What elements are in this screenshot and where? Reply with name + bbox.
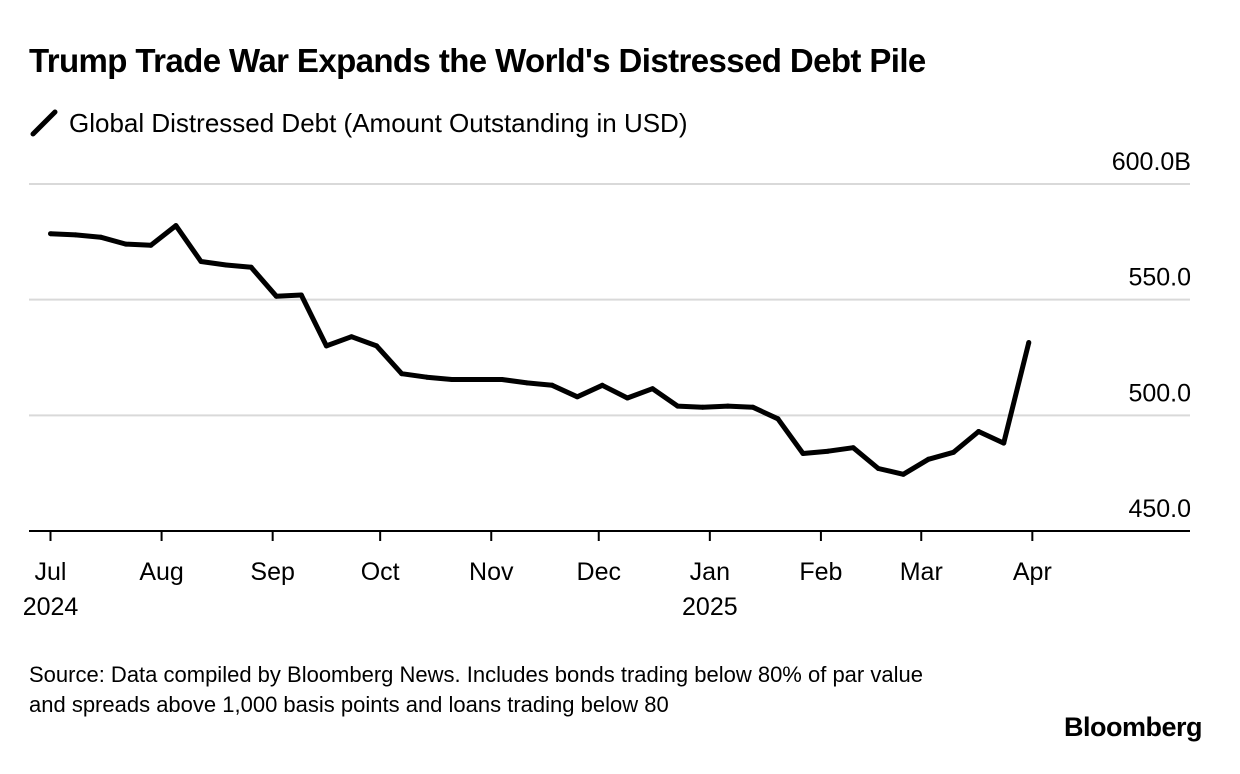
data-point bbox=[700, 404, 706, 410]
data-point bbox=[148, 242, 154, 248]
data-point bbox=[524, 380, 530, 386]
data-point bbox=[173, 223, 179, 229]
x-tick-label: Dec bbox=[577, 558, 621, 586]
data-point bbox=[98, 234, 104, 240]
y-tick-label: 600.0B bbox=[1112, 148, 1191, 176]
data-point bbox=[198, 259, 204, 264]
gridlines bbox=[29, 183, 1190, 417]
x-tick-labels: Jul 2024 Aug Sep Oct Nov Dec Jan 2025 Feb Mar Apr bbox=[23, 558, 1052, 621]
data-point bbox=[574, 394, 580, 400]
data-point bbox=[900, 471, 906, 477]
data-point bbox=[248, 264, 254, 270]
y-tick-labels: 600.0B 550.0 500.0 450.0 bbox=[1112, 148, 1191, 523]
x-tick-year-label: 2024 bbox=[23, 593, 79, 621]
bloomberg-logo: Bloomberg bbox=[1063, 712, 1203, 742]
data-point bbox=[474, 377, 480, 382]
data-point bbox=[951, 449, 956, 455]
data-point bbox=[624, 395, 630, 401]
x-tick-label: Aug bbox=[139, 558, 183, 586]
data-point bbox=[323, 343, 329, 349]
data-point bbox=[449, 377, 455, 382]
data-point bbox=[976, 429, 982, 434]
y-tick-label: 550.0 bbox=[1128, 264, 1191, 292]
data-point bbox=[499, 377, 505, 382]
series-line bbox=[50, 223, 1032, 477]
data-point bbox=[298, 292, 304, 298]
x-tick-label: Oct bbox=[361, 558, 400, 586]
chart-title: Trump Trade War Expands the World's Dist… bbox=[29, 42, 926, 79]
x-tick-label: Jan bbox=[690, 558, 730, 586]
data-point bbox=[725, 403, 731, 409]
data-point bbox=[599, 382, 605, 388]
source-note: Source: Data compiled by Bloomberg News.… bbox=[29, 662, 923, 717]
x-tick-year-label: 2025 bbox=[682, 593, 738, 621]
legend-label: Global Distressed Debt (Amount Outstandi… bbox=[69, 107, 688, 138]
x-tick-label: Feb bbox=[799, 558, 842, 586]
data-point bbox=[825, 448, 831, 454]
data-point bbox=[875, 466, 881, 471]
data-point bbox=[925, 456, 931, 462]
legend: Global Distressed Debt (Amount Outstandi… bbox=[29, 106, 688, 140]
y-tick-label: 500.0 bbox=[1128, 379, 1191, 407]
data-point bbox=[675, 403, 681, 409]
data-point bbox=[223, 262, 229, 268]
data-point bbox=[48, 231, 53, 237]
line-legend-icon bbox=[29, 108, 59, 138]
data-point bbox=[850, 445, 856, 451]
series-layer bbox=[48, 223, 1032, 477]
data-point bbox=[374, 343, 380, 349]
y-tick-label: 450.0 bbox=[1128, 495, 1191, 523]
data-point bbox=[750, 404, 756, 410]
x-tick-label: Mar bbox=[900, 558, 943, 586]
data-point bbox=[549, 382, 555, 388]
data-point bbox=[123, 241, 129, 247]
x-tick-label: Jul bbox=[35, 558, 67, 586]
data-point bbox=[800, 451, 806, 456]
data-point bbox=[424, 374, 430, 380]
x-axis bbox=[29, 530, 1190, 541]
data-point bbox=[1026, 340, 1032, 345]
x-tick-label: Nov bbox=[469, 558, 514, 586]
x-tick-label: Apr bbox=[1013, 558, 1052, 586]
data-point bbox=[399, 371, 405, 377]
data-point bbox=[650, 386, 655, 392]
data-point bbox=[1001, 440, 1007, 446]
x-tick-label: Sep bbox=[250, 558, 294, 586]
data-point bbox=[775, 416, 781, 422]
data-point bbox=[349, 334, 354, 340]
data-point bbox=[273, 293, 279, 299]
data-point bbox=[73, 232, 79, 238]
